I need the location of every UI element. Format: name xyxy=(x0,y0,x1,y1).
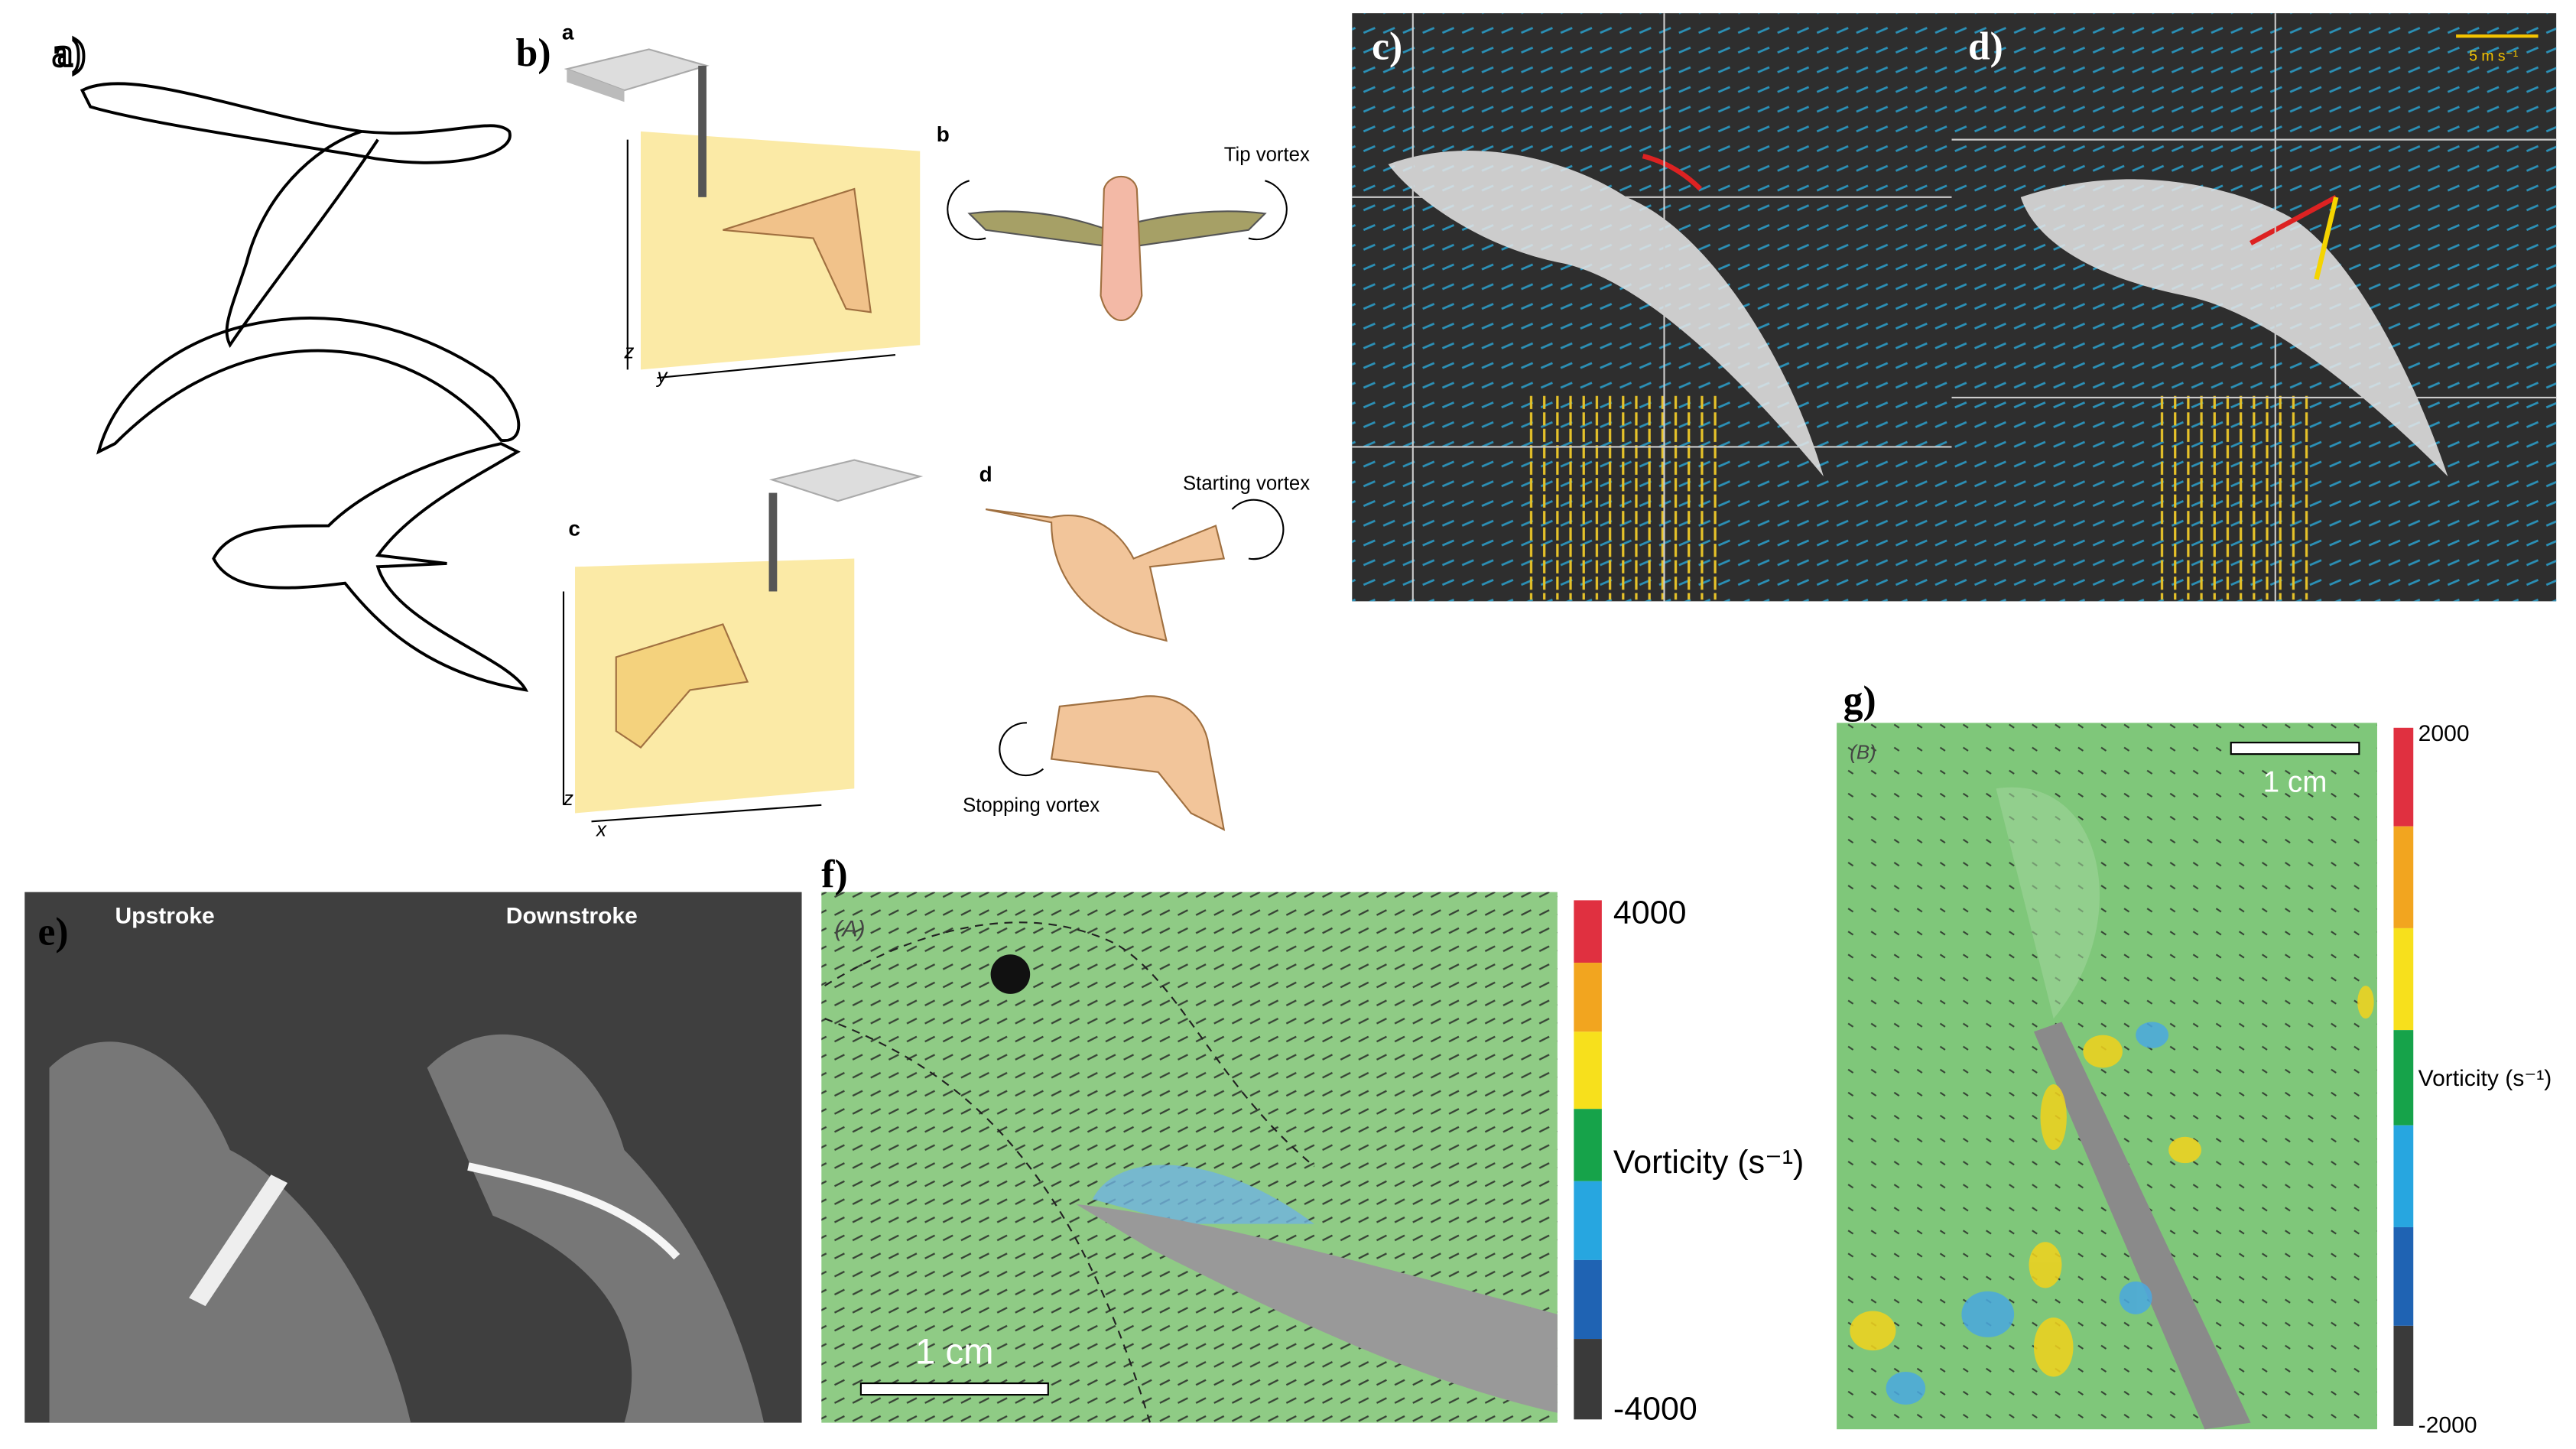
bird-outline xyxy=(225,130,379,349)
bird-image xyxy=(1388,151,1824,477)
colorbar-max: 4000 xyxy=(1613,894,1687,931)
axis-label: z xyxy=(563,788,573,810)
wing-path xyxy=(80,82,512,164)
colorbar xyxy=(2393,727,2414,1426)
panel-label: e) xyxy=(37,910,68,954)
panel-label: f) xyxy=(821,853,847,896)
vortex-arrow xyxy=(947,180,986,241)
vortex-arrow xyxy=(1248,180,1288,241)
feeder xyxy=(698,65,707,197)
panel-label: c) xyxy=(1372,24,1402,68)
bird-image xyxy=(2020,179,2448,477)
panel-e: Upstroke Downstroke e) xyxy=(24,892,802,1423)
sub-label: c xyxy=(568,516,580,540)
panel-tag: (B) xyxy=(1850,742,1876,764)
colorbar-min: -2000 xyxy=(2418,1413,2477,1438)
axis xyxy=(591,804,822,823)
panel-a: a) xyxy=(51,30,529,692)
annotation: Stopping vortex xyxy=(963,794,1100,816)
dashed-outline xyxy=(824,921,1315,1168)
feeder xyxy=(768,492,778,592)
panel-b: b) a z y b Tip vortex c z x d Starting v… xyxy=(516,21,1311,841)
wing-marker xyxy=(2250,194,2337,245)
colorbar xyxy=(1574,900,1602,1420)
panel-label: a) xyxy=(53,31,86,75)
marker-dot xyxy=(990,954,1031,994)
axis xyxy=(657,354,896,379)
wing-image xyxy=(2033,1022,2251,1430)
bird-drawing xyxy=(1100,176,1143,321)
panel-label: d) xyxy=(1968,24,2003,68)
scale-label: 5 m s⁻¹ xyxy=(2469,48,2518,64)
laser-box xyxy=(768,459,924,502)
bird-outline xyxy=(212,442,529,692)
panel-f: 1 cm (A) 4000 Vorticity (s⁻¹) -4000 f) xyxy=(821,853,1804,1427)
scale-label: 1 cm xyxy=(915,1331,993,1372)
wing-path xyxy=(96,317,521,455)
vector-field xyxy=(2152,394,2317,600)
colorbar-min: -4000 xyxy=(1613,1390,1697,1427)
wing-marker xyxy=(2314,197,2339,281)
colorbar-title: Vorticity (s⁻¹) xyxy=(1613,1144,1804,1181)
scale-label: 1 cm xyxy=(2263,766,2327,799)
axis-label: x xyxy=(595,820,607,841)
vorticity-region xyxy=(1092,1165,1314,1224)
laser-box xyxy=(567,69,625,102)
sub-label: d xyxy=(979,463,992,486)
colorbar-title: Vorticity (s⁻¹) xyxy=(2418,1066,2552,1091)
vorticity-spots xyxy=(1850,986,2374,1405)
colorbar-max: 2000 xyxy=(2418,721,2470,746)
wing-image xyxy=(189,1174,288,1307)
bird-drawing xyxy=(615,623,749,749)
bird-image xyxy=(427,1034,765,1423)
axis-label: z xyxy=(623,341,634,362)
wing-image xyxy=(467,1162,681,1260)
annotation: Starting vortex xyxy=(1183,473,1310,494)
wing-image xyxy=(1076,1204,1558,1413)
wing-marker xyxy=(1642,153,1703,191)
panel-label: g) xyxy=(1843,678,1876,722)
shadow-region xyxy=(1996,787,2100,1019)
panel-label: b) xyxy=(516,31,551,75)
axis-label: y xyxy=(655,366,668,388)
bird-image xyxy=(49,1041,411,1423)
annotation: Tip vortex xyxy=(1224,145,1310,166)
panel-g: 1 cm (B) 2000 Vorticity (s⁻¹) -2000 g) xyxy=(1837,678,2552,1438)
bird-drawing xyxy=(1050,695,1226,831)
scale-bar xyxy=(2230,742,2360,755)
bird-drawing xyxy=(723,187,872,314)
vortex-arrow xyxy=(999,722,1044,777)
sub-label: a xyxy=(562,21,574,44)
bird-drawing xyxy=(985,508,1226,642)
panel-d: 5 m s⁻¹ d) xyxy=(1951,13,2557,602)
panel-c: c) xyxy=(1352,13,1952,602)
panel-tag: (A) xyxy=(835,917,866,942)
photo-title: Downstroke xyxy=(506,903,638,928)
vortex-arrow xyxy=(1231,499,1285,560)
sub-label: b xyxy=(937,122,950,146)
vector-field xyxy=(1837,723,2377,1430)
vector-field xyxy=(1528,394,1726,600)
photo-title: Upstroke xyxy=(115,903,214,928)
light-sheet xyxy=(640,131,921,370)
scale-bar xyxy=(859,1382,1049,1396)
